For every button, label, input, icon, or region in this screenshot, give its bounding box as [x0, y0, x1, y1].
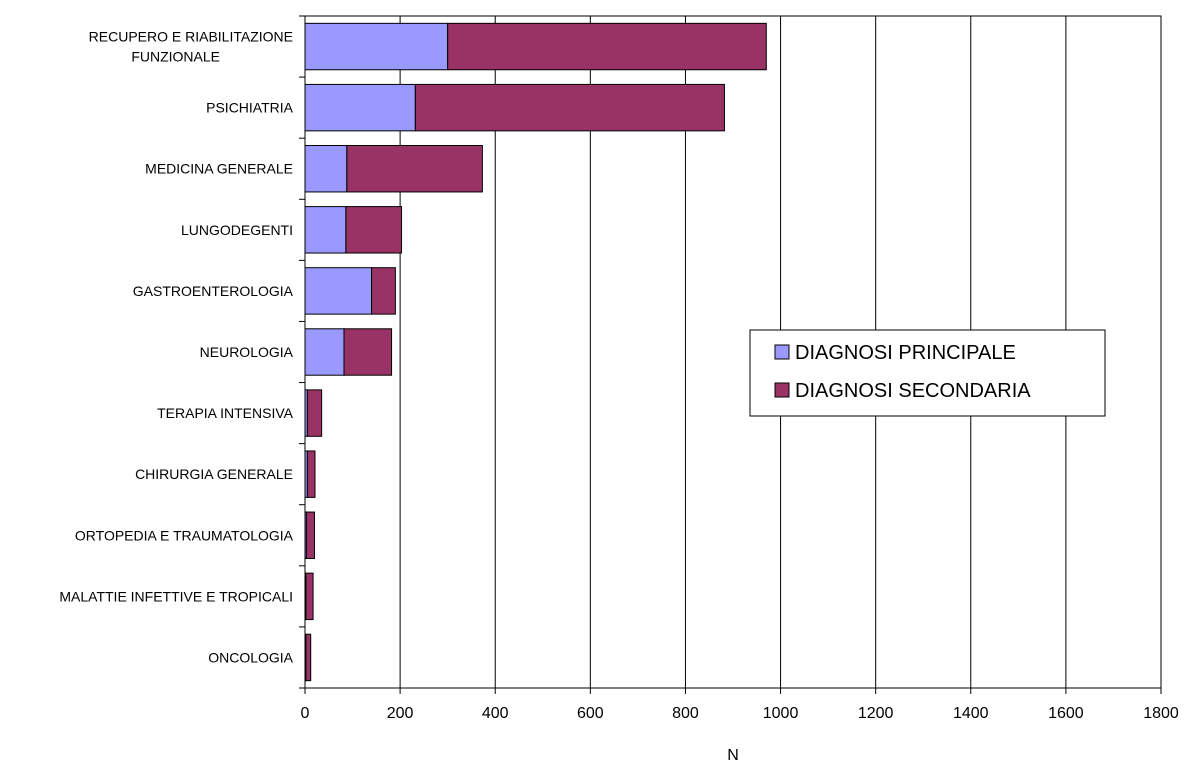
category-label-line: FUNZIONALE: [131, 49, 220, 65]
x-axis-title: N: [727, 747, 739, 763]
bar-secondaria-9: [305, 572, 314, 621]
x-tick-label-400: 400: [482, 705, 509, 722]
category-label-5: NEUROLOGIA: [200, 344, 294, 360]
legend-label-1: DIAGNOSI SECONDARIA: [795, 380, 1031, 402]
bar-secondaria-1: [414, 83, 725, 132]
bar-principale-0: [304, 22, 449, 71]
legend: DIAGNOSI PRINCIPALE DIAGNOSI SECONDARIA: [749, 329, 1106, 417]
bar-principale-3: [304, 206, 347, 254]
legend-box: [749, 329, 1106, 417]
axes: [299, 15, 1162, 694]
category-label-line: MALATTIE INFETTIVE E TROPICALI: [59, 588, 293, 604]
bars: [304, 22, 767, 682]
category-label-line: NEUROLOGIA: [200, 344, 294, 360]
labels: 0 200 400 600 800 1000 1200 1400 1600 1800 RECUPER…: [59, 29, 1179, 722]
bar-secondaria-10: [305, 633, 312, 682]
category-label-1: PSICHIATRIA: [206, 100, 294, 116]
bar-principale-2: [304, 145, 348, 193]
bar-secondaria-3: [345, 206, 403, 254]
bar-secondaria-8: [305, 511, 316, 559]
x-tick-label-1400: 1400: [953, 705, 989, 722]
bar-principale-5: [304, 328, 345, 376]
category-label-10: ONCOLOGIA: [208, 649, 293, 665]
bar-secondaria-5: [343, 328, 393, 376]
category-label-line: RECUPERO E RIABILITAZIONE: [89, 29, 293, 45]
category-label-line: LUNGODEGENTI: [181, 222, 293, 238]
x-tick-label-800: 800: [672, 705, 699, 722]
x-tick-label-600: 600: [577, 705, 604, 722]
category-label-line: TERAPIA INTENSIVA: [157, 405, 294, 421]
category-label-line: ONCOLOGIA: [208, 649, 293, 665]
x-tick-label-200: 200: [387, 705, 414, 722]
bar-secondaria-6: [306, 389, 323, 437]
category-label-line: MEDICINA GENERALE: [145, 161, 293, 177]
category-label-line: ORTOPEDIA E TRAUMATOLOGIA: [75, 527, 294, 543]
bar-principale-4: [304, 267, 373, 315]
category-label-3: LUNGODEGENTI: [181, 222, 293, 238]
category-label-0: RECUPERO E RIABILITAZIONE FUNZIONALE: [89, 29, 293, 65]
x-tick-label-1000: 1000: [763, 705, 799, 722]
legend-swatch-0: [774, 344, 790, 360]
category-label-9: MALATTIE INFETTIVE E TROPICALI: [59, 588, 293, 604]
category-label-7: CHIRURGIA GENERALE: [135, 466, 293, 482]
category-label-line: GASTROENTEROLOGIA: [133, 283, 294, 299]
bar-secondaria-0: [447, 22, 767, 71]
category-label-line: CHIRURGIA GENERALE: [135, 466, 293, 482]
category-label-line: PSICHIATRIA: [206, 100, 294, 116]
x-tick-label-1800: 1800: [1143, 705, 1179, 722]
x-tick-label-1600: 1600: [1048, 705, 1084, 722]
category-label-6: TERAPIA INTENSIVA: [157, 405, 294, 421]
legend-label-0: DIAGNOSI PRINCIPALE: [795, 342, 1016, 364]
category-label-2: MEDICINA GENERALE: [145, 161, 293, 177]
category-label-4: GASTROENTEROLOGIA: [133, 283, 294, 299]
legend-swatch-1: [774, 382, 790, 398]
category-label-8: ORTOPEDIA E TRAUMATOLOGIA: [75, 527, 294, 543]
bar-secondaria-4: [371, 267, 396, 315]
bar-secondaria-7: [306, 450, 316, 498]
x-tick-label-1200: 1200: [858, 705, 894, 722]
bar-secondaria-2: [346, 145, 483, 193]
x-tick-label-0: 0: [301, 705, 310, 722]
bar-principale-1: [304, 83, 416, 132]
